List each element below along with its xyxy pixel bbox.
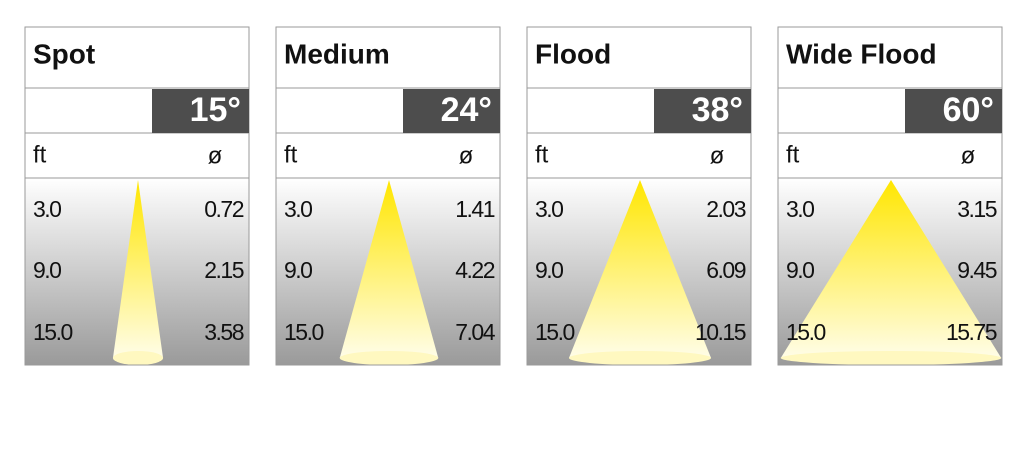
beam-base (112, 351, 164, 365)
angle-box (654, 89, 751, 133)
beam-angle: 15° (190, 91, 241, 129)
beam-cone (568, 180, 712, 358)
distance: 3.0 (284, 196, 312, 222)
beam-angle: 60° (943, 91, 994, 129)
beam-angle: 38° (692, 91, 743, 129)
beam-base (780, 351, 1002, 365)
distance: 15.0 (33, 319, 72, 345)
panel-title: Spot (33, 38, 95, 69)
diameter-header: ø (459, 142, 474, 169)
distance: 9.0 (33, 257, 61, 283)
distance: 9.0 (535, 257, 563, 283)
beam-cone (112, 180, 164, 358)
unit-header: ft (786, 141, 800, 168)
distance: 15.0 (535, 319, 574, 345)
diameter: 7.04 (455, 319, 495, 345)
distance: 3.0 (33, 196, 61, 222)
beam-cone (339, 180, 439, 358)
diameter-header: ø (208, 142, 223, 169)
panel-border (275, 26, 501, 366)
diameter: 3.15 (957, 196, 996, 222)
diameter: 3.58 (204, 319, 243, 345)
unit-header: ft (284, 141, 298, 168)
diameter: 10.15 (695, 319, 746, 345)
diameter: 2.15 (204, 257, 243, 283)
beam-cone (780, 180, 1002, 358)
angle-box (905, 89, 1002, 133)
panel-border (777, 26, 1003, 366)
diameter: 9.45 (957, 257, 996, 283)
beam-base (339, 351, 439, 365)
diameter-header: ø (961, 142, 976, 169)
diameter: 0.72 (204, 196, 243, 222)
panel-title: Wide Flood (786, 38, 937, 69)
diameter: 6.09 (706, 257, 745, 283)
distance: 9.0 (786, 257, 814, 283)
panel-title: Medium (284, 38, 390, 69)
diameter: 2.03 (706, 196, 745, 222)
beam-angle: 24° (441, 91, 492, 129)
distance: 3.0 (786, 196, 814, 222)
diameter: 15.75 (946, 319, 997, 345)
distance: 3.0 (535, 196, 563, 222)
diameter: 1.41 (455, 196, 494, 222)
diameter: 4.22 (455, 257, 494, 283)
unit-header: ft (535, 141, 549, 168)
beam-base (568, 351, 712, 365)
angle-box (152, 89, 249, 133)
panel-border (526, 26, 752, 366)
unit-header: ft (33, 141, 47, 168)
panel-title: Flood (535, 38, 611, 69)
distance: 15.0 (786, 319, 825, 345)
angle-box (403, 89, 500, 133)
distance: 15.0 (284, 319, 323, 345)
panel-border (24, 26, 250, 366)
diameter-header: ø (710, 142, 725, 169)
distance: 9.0 (284, 257, 312, 283)
